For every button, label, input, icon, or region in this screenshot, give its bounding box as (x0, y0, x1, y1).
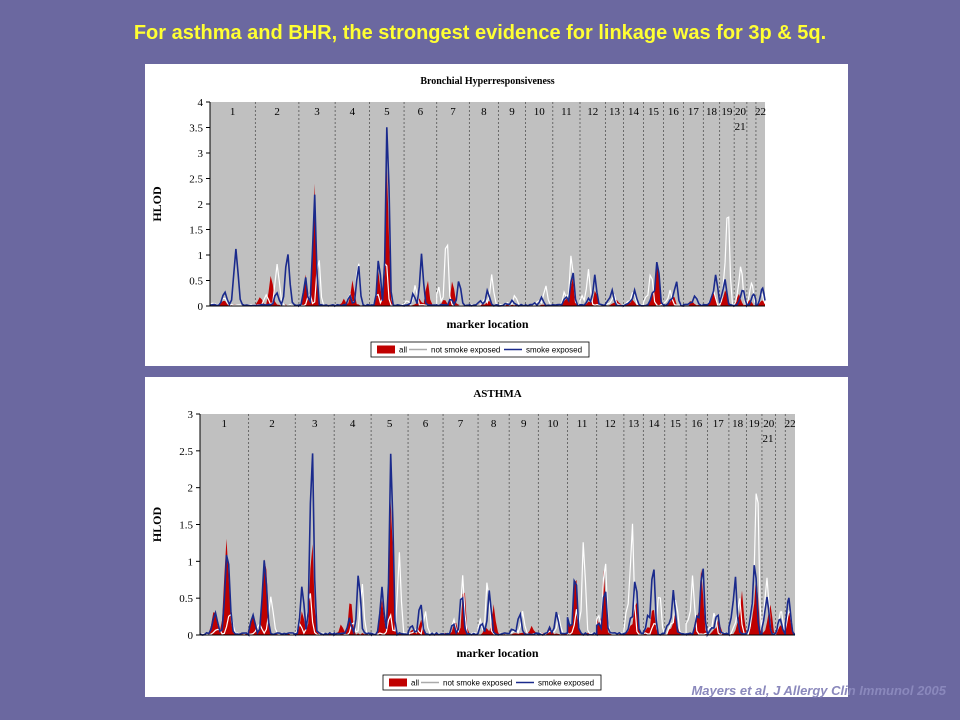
y-tick-label: 2 (188, 483, 194, 495)
chromosome-label: 19 (721, 106, 733, 118)
chromosome-label: 14 (649, 418, 661, 430)
y-tick-label: 1.5 (189, 225, 203, 237)
plot-area (200, 414, 795, 635)
chromosome-label: 4 (350, 106, 356, 118)
legend-label: smoke exposed (538, 679, 594, 688)
asthma-chart-panel: ASTHMA 0 0.5 1 1.5 2 2.5 3 HLOD 1 2 3 4 5 6 7 8 9 10 11 12 13… (145, 377, 848, 697)
chromosome-label: 13 (609, 106, 621, 118)
chromosome-label: 21 (735, 121, 746, 133)
plot-area (210, 102, 765, 306)
legend-box (382, 674, 602, 691)
chromosome-label: 22 (785, 418, 796, 430)
chromosome-label: 17 (688, 106, 700, 118)
y-tick-label: 1.5 (179, 520, 193, 532)
citation: Mayers et al, J Allergy Clin Immunol 200… (691, 683, 946, 698)
chromosome-label: 7 (450, 106, 456, 118)
y-tick-label: 4 (198, 97, 204, 109)
y-tick-label: 2.5 (189, 174, 203, 186)
chromosome-label: 22 (755, 106, 766, 118)
chromosome-label: 10 (547, 418, 559, 430)
chromosome-label: 20 (735, 106, 747, 118)
chromosome-label: 1 (230, 106, 236, 118)
series-smoke-exposed (199, 453, 796, 638)
chromosome-label: 16 (691, 418, 703, 430)
chromosome-label: 19 (749, 418, 761, 430)
legend-label: not smoke exposed (443, 679, 512, 688)
chromosome-label: 10 (534, 106, 546, 118)
y-tick-label: 3 (198, 148, 204, 160)
chromosome-label: 15 (670, 418, 682, 430)
y-tick-label: 1 (198, 250, 204, 262)
y-tick-label: 0.5 (189, 276, 203, 288)
chromosome-label: 18 (706, 106, 718, 118)
legend-label: all (399, 346, 407, 355)
x-axis-label: marker location (446, 317, 528, 331)
chromosome-label: 15 (648, 106, 660, 118)
legend-swatch-all (377, 345, 395, 354)
y-axis-label: HLOD (150, 186, 164, 222)
chromosome-label: 2 (274, 106, 280, 118)
chromosome-label: 8 (481, 106, 487, 118)
chromosome-label: 8 (491, 418, 497, 430)
chart-title: Bronchial Hyperresponsiveness (420, 76, 554, 87)
legend-label: all (411, 679, 419, 688)
chromosome-label: 1 (222, 418, 228, 430)
legend-label: not smoke exposed (431, 346, 500, 355)
chromosome-label: 18 (732, 418, 744, 430)
chromosome-label: 21 (762, 433, 773, 445)
chart-title: ASTHMA (473, 388, 521, 400)
chromosome-label: 2 (269, 418, 275, 430)
chromosome-label: 7 (458, 418, 464, 430)
y-tick-label: 2 (198, 199, 204, 211)
legend-label: smoke exposed (526, 346, 582, 355)
y-tick-label: 0 (198, 301, 204, 313)
y-tick-label: 0 (188, 630, 194, 642)
bhr-chart: Bronchial Hyperresponsiveness 0 0.5 1 1.5 2 2.… (150, 76, 766, 358)
chromosome-label: 14 (628, 106, 640, 118)
legend-swatch-all (389, 678, 407, 687)
chromosome-label: 11 (561, 106, 572, 118)
bhr-chart-panel: Bronchial Hyperresponsiveness 0 0.5 1 1.5 2 2.… (145, 64, 848, 366)
chromosome-label: 17 (713, 418, 725, 430)
y-tick-label: 3.5 (189, 123, 203, 135)
slide-title: For asthma and BHR, the strongest eviden… (133, 22, 827, 44)
chromosome-label: 12 (587, 106, 598, 118)
chromosome-label: 12 (605, 418, 616, 430)
y-tick-label: 2.5 (179, 446, 193, 458)
chromosome-label: 13 (628, 418, 640, 430)
chromosome-label: 9 (509, 106, 515, 118)
chromosome-label: 9 (521, 418, 527, 430)
chromosome-label: 6 (418, 106, 424, 118)
chromosome-label: 6 (423, 418, 429, 430)
chromosome-label: 5 (387, 418, 393, 430)
chromosome-label: 11 (577, 418, 588, 430)
chromosome-label: 3 (312, 418, 318, 430)
y-axis-label: HLOD (150, 507, 164, 543)
chromosome-label: 4 (350, 418, 356, 430)
chromosome-label: 5 (384, 106, 390, 118)
chromosome-label: 16 (668, 106, 680, 118)
x-axis-label: marker location (456, 646, 538, 660)
chromosome-label: 20 (763, 418, 775, 430)
y-tick-label: 0.5 (179, 593, 193, 605)
legend-box (370, 341, 590, 358)
y-tick-label: 1 (188, 556, 194, 568)
chromosome-label: 3 (314, 106, 320, 118)
y-tick-label: 3 (188, 409, 194, 421)
